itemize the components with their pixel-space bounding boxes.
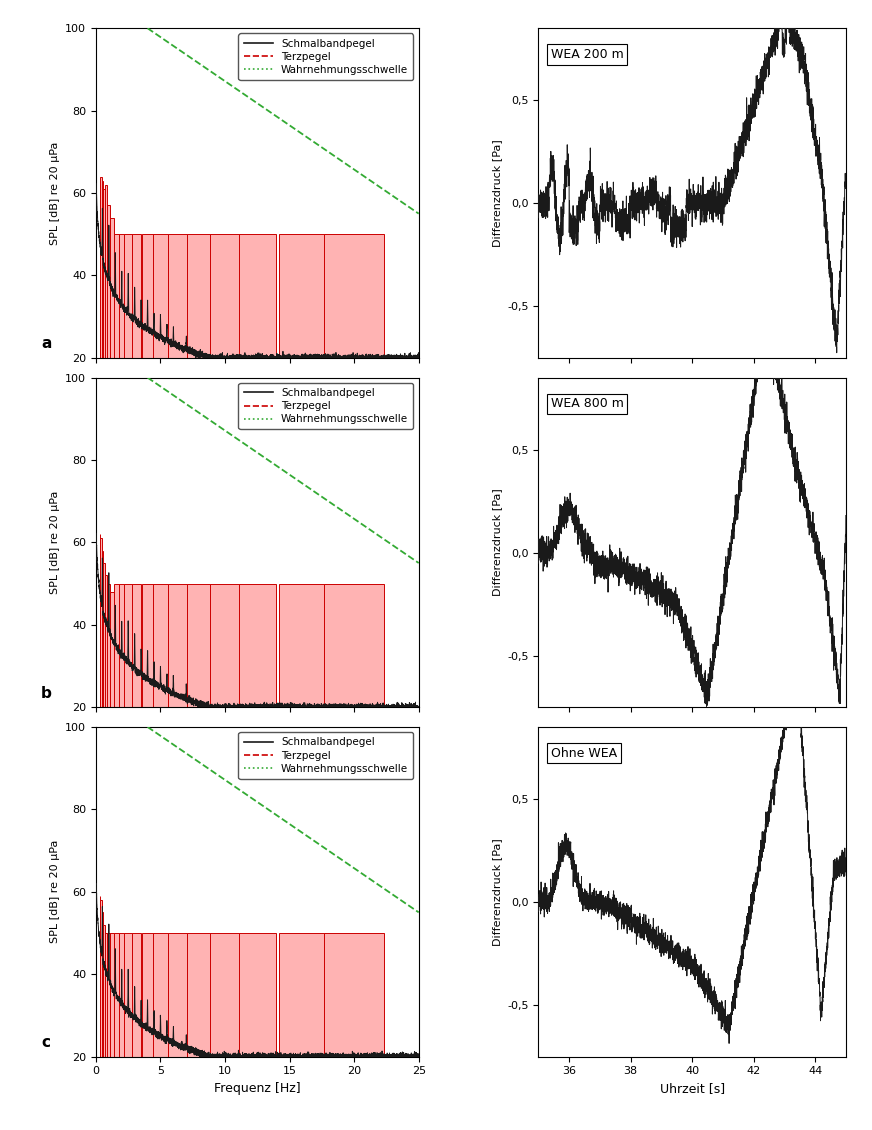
Bar [278,933,326,1057]
Bar [102,550,103,707]
Bar [239,583,276,707]
Y-axis label: SPL [dB] re 20 µPa: SPL [dB] re 20 µPa [50,490,59,594]
Bar [239,234,276,358]
Bar [187,234,211,358]
Bar [114,933,119,1057]
Bar [102,912,103,1057]
Bar [125,933,132,1057]
Bar [107,933,111,1057]
Bar [187,933,211,1057]
Text: WEA 800 m: WEA 800 m [551,398,623,410]
Bar [100,899,102,1057]
Bar [153,234,168,358]
Bar [107,206,111,358]
Bar [210,234,240,358]
Bar [153,933,168,1057]
Legend: Schmalbandpegel, Terzpegel, Wahrnehmungsschwelle: Schmalbandpegel, Terzpegel, Wahrnehmungs… [238,383,413,429]
Y-axis label: SPL [dB] re 20 µPa: SPL [dB] re 20 µPa [50,141,59,245]
Bar [119,234,125,358]
Bar [110,218,114,358]
Y-axis label: SPL [dB] re 20 µPa: SPL [dB] re 20 µPa [50,840,59,944]
Bar [167,583,187,707]
Bar [110,933,114,1057]
X-axis label: Uhrzeit [s]: Uhrzeit [s] [659,1081,725,1095]
Bar [132,933,141,1057]
Bar [141,234,153,358]
Bar [167,234,187,358]
Y-axis label: Differenzdruck [Pa]: Differenzdruck [Pa] [492,837,501,946]
Y-axis label: Differenzdruck [Pa]: Differenzdruck [Pa] [492,139,501,247]
Bar [125,583,132,707]
Legend: Schmalbandpegel, Terzpegel, Wahrnehmungsschwelle: Schmalbandpegel, Terzpegel, Wahrnehmungs… [238,732,413,779]
Bar [103,924,105,1057]
Text: b: b [41,686,52,701]
X-axis label: Frequenz [Hz]: Frequenz [Hz] [214,1081,301,1095]
Bar [114,583,119,707]
Bar [102,181,103,358]
Bar [103,563,105,707]
Bar [119,583,125,707]
Bar [125,234,132,358]
Bar [187,583,211,707]
Bar [99,534,100,707]
Bar [167,933,187,1057]
Text: a: a [41,337,51,351]
Bar [278,234,326,358]
Y-axis label: Differenzdruck [Pa]: Differenzdruck [Pa] [492,488,501,597]
Bar [153,583,168,707]
Bar [132,234,141,358]
Bar [99,185,100,358]
Bar [278,583,326,707]
Text: c: c [41,1035,50,1050]
Legend: Schmalbandpegel, Terzpegel, Wahrnehmungsschwelle: Schmalbandpegel, Terzpegel, Wahrnehmungs… [238,34,413,80]
Bar [100,538,102,707]
Bar [119,933,125,1057]
Text: Ohne WEA: Ohne WEA [551,747,617,759]
Bar [100,176,102,358]
Bar [324,933,384,1057]
Bar [210,933,240,1057]
Bar [105,575,107,707]
Bar [210,583,240,707]
Bar [99,896,100,1057]
Bar [324,234,384,358]
Bar [103,189,105,358]
Bar [105,933,107,1057]
Bar [105,185,107,358]
Bar [324,583,384,707]
Bar [110,592,114,707]
Text: WEA 200 m: WEA 200 m [551,49,623,61]
Bar [132,583,141,707]
Bar [114,234,119,358]
Bar [239,933,276,1057]
Bar [107,583,111,707]
Bar [141,583,153,707]
Bar [141,933,153,1057]
